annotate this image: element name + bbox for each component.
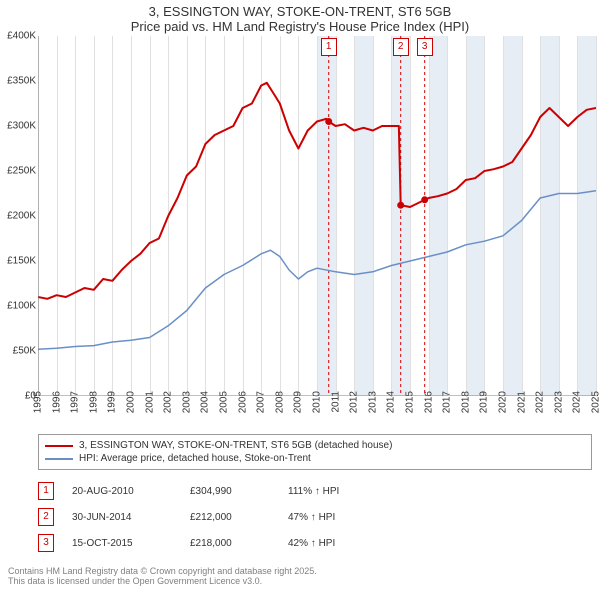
datapoint-date: 15-OCT-2015 [72,538,172,549]
footer-line: Contains HM Land Registry data © Crown c… [8,566,592,576]
datapoint-row: 3 15-OCT-2015 £218,000 42% ↑ HPI [38,530,592,556]
legend-swatch [45,458,73,460]
legend-label: 3, ESSINGTON WAY, STOKE-ON-TRENT, ST6 5G… [79,440,392,451]
legend-item: HPI: Average price, detached house, Stok… [45,452,585,465]
y-tick-label: £300K [0,121,36,132]
series-marker-dot [421,196,428,203]
chart-title: 3, ESSINGTON WAY, STOKE-ON-TRENT, ST6 5G… [0,0,600,19]
chart-plot-area: £0£50K£100K£150K£200K£250K£300K£350K£400… [38,36,596,396]
series-marker-dot [397,202,404,209]
series-line [38,83,596,299]
legend-swatch [45,445,73,447]
datapoint-row: 1 20-AUG-2010 £304,990 111% ↑ HPI [38,478,592,504]
marker-label-box: 1 [321,38,337,56]
y-tick-label: £200K [0,211,36,222]
datapoint-marker: 1 [38,482,54,500]
datapoint-pct: 47% ↑ HPI [288,512,335,523]
datapoint-price: £218,000 [190,538,270,549]
y-tick-label: £50K [0,346,36,357]
y-tick-label: £0 [0,391,36,402]
datapoint-date: 20-AUG-2010 [72,486,172,497]
series-marker-dot [325,118,332,125]
datapoint-price: £212,000 [190,512,270,523]
footer-line: This data is licensed under the Open Gov… [8,576,592,586]
datapoint-row: 2 30-JUN-2014 £212,000 47% ↑ HPI [38,504,592,530]
legend-item: 3, ESSINGTON WAY, STOKE-ON-TRENT, ST6 5G… [45,439,585,452]
datapoint-pct: 42% ↑ HPI [288,538,335,549]
datapoint-price: £304,990 [190,486,270,497]
datapoint-pct: 111% ↑ HPI [288,486,339,497]
y-tick-label: £100K [0,301,36,312]
datapoint-marker: 2 [38,508,54,526]
legend-box: 3, ESSINGTON WAY, STOKE-ON-TRENT, ST6 5G… [38,434,592,470]
chart-svg [38,36,596,396]
chart-subtitle: Price paid vs. HM Land Registry's House … [0,19,600,36]
datapoint-date: 30-JUN-2014 [72,512,172,523]
datapoint-table: 1 20-AUG-2010 £304,990 111% ↑ HPI 2 30-JUN-20… [38,478,592,556]
legend-label: HPI: Average price, detached house, Stok… [79,453,311,464]
y-tick-label: £150K [0,256,36,267]
footer-attribution: Contains HM Land Registry data © Crown c… [8,566,592,586]
datapoint-marker: 3 [38,534,54,552]
figure: 3, ESSINGTON WAY, STOKE-ON-TRENT, ST6 5G… [0,0,600,590]
y-tick-label: £350K [0,76,36,87]
y-tick-label: £250K [0,166,36,177]
marker-label-box: 2 [393,38,409,56]
x-gridline [596,36,597,396]
y-tick-label: £400K [0,31,36,42]
marker-label-box: 3 [417,38,433,56]
